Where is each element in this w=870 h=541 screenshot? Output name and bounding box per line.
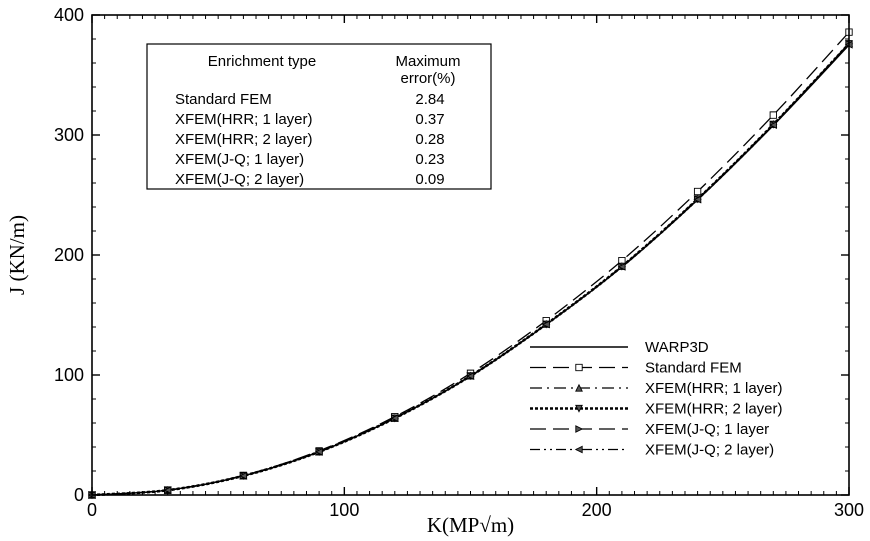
error-table-frame [146, 43, 492, 190]
series-point-5 [466, 372, 475, 381]
series-point-5 [693, 195, 702, 204]
x-axis-title: K(MP√m) [427, 513, 514, 537]
legend: WARP3D Standard FEM XFEM(HRR; 1 layer) XFEM… [530, 339, 783, 459]
series-point-5 [769, 121, 777, 129]
x-axis-ticks: 0 100 200 300 [87, 15, 864, 520]
table-row-error: 0.09 [415, 171, 444, 188]
legend-marker [575, 425, 584, 433]
table-row-type: XFEM(HRR; 1 layer) [175, 111, 313, 128]
table-row-type: XFEM(J-Q; 1 layer) [175, 151, 304, 168]
y-tick-label: 400 [54, 5, 84, 25]
series-point-1 [693, 187, 702, 196]
series-line-5 [91, 44, 850, 496]
y-axis-ticks: 0 100 200 300 400 [54, 5, 849, 505]
table-header-error-line1: Maximum [395, 53, 460, 70]
y-tick-label: 0 [74, 485, 84, 505]
legend-label: Standard FEM [645, 360, 742, 377]
table-row-error: 0.37 [415, 111, 444, 128]
legend-marker [574, 445, 583, 454]
table-row-type: Standard FEM [175, 91, 272, 108]
series-point-5 [541, 320, 550, 329]
series-point-5 [617, 262, 626, 271]
table-header-error-line2: error(%) [401, 70, 456, 87]
table-row-error: 0.28 [415, 131, 444, 148]
legend-label: WARP3D [645, 339, 709, 356]
y-tick-label: 200 [54, 245, 84, 265]
table-row-error: 2.84 [415, 91, 444, 108]
legend-label: XFEM(HRR; 1 layer) [645, 380, 783, 397]
table-row-type: XFEM(HRR; 2 layer) [175, 131, 313, 148]
legend-marker [575, 404, 583, 413]
x-tick-label: 200 [582, 500, 612, 520]
legend-marker [575, 383, 583, 392]
table-row-error: 0.23 [415, 151, 444, 168]
series-point-1 [769, 111, 777, 119]
series-point-5 [239, 471, 248, 480]
table-row-type: XFEM(J-Q; 2 layer) [175, 171, 304, 188]
plot-lines [91, 31, 850, 497]
legend-marker [575, 363, 583, 372]
series-point-5 [314, 447, 323, 456]
table-header-type: Enrichment type [208, 53, 316, 70]
legend-label: XFEM(J-Q; 2 layer) [645, 442, 774, 459]
legend-label: XFEM(HRR; 2 layer) [645, 401, 783, 418]
series-point-5 [390, 414, 399, 423]
x-tick-label: 100 [329, 500, 359, 520]
y-tick-label: 100 [54, 365, 84, 385]
x-tick-label: 0 [87, 500, 97, 520]
x-tick-label: 300 [834, 500, 864, 520]
legend-label: XFEM(J-Q; 1 layer [645, 421, 769, 438]
y-tick-label: 300 [54, 125, 84, 145]
y-axis-title: J (KN/m) [5, 215, 29, 295]
